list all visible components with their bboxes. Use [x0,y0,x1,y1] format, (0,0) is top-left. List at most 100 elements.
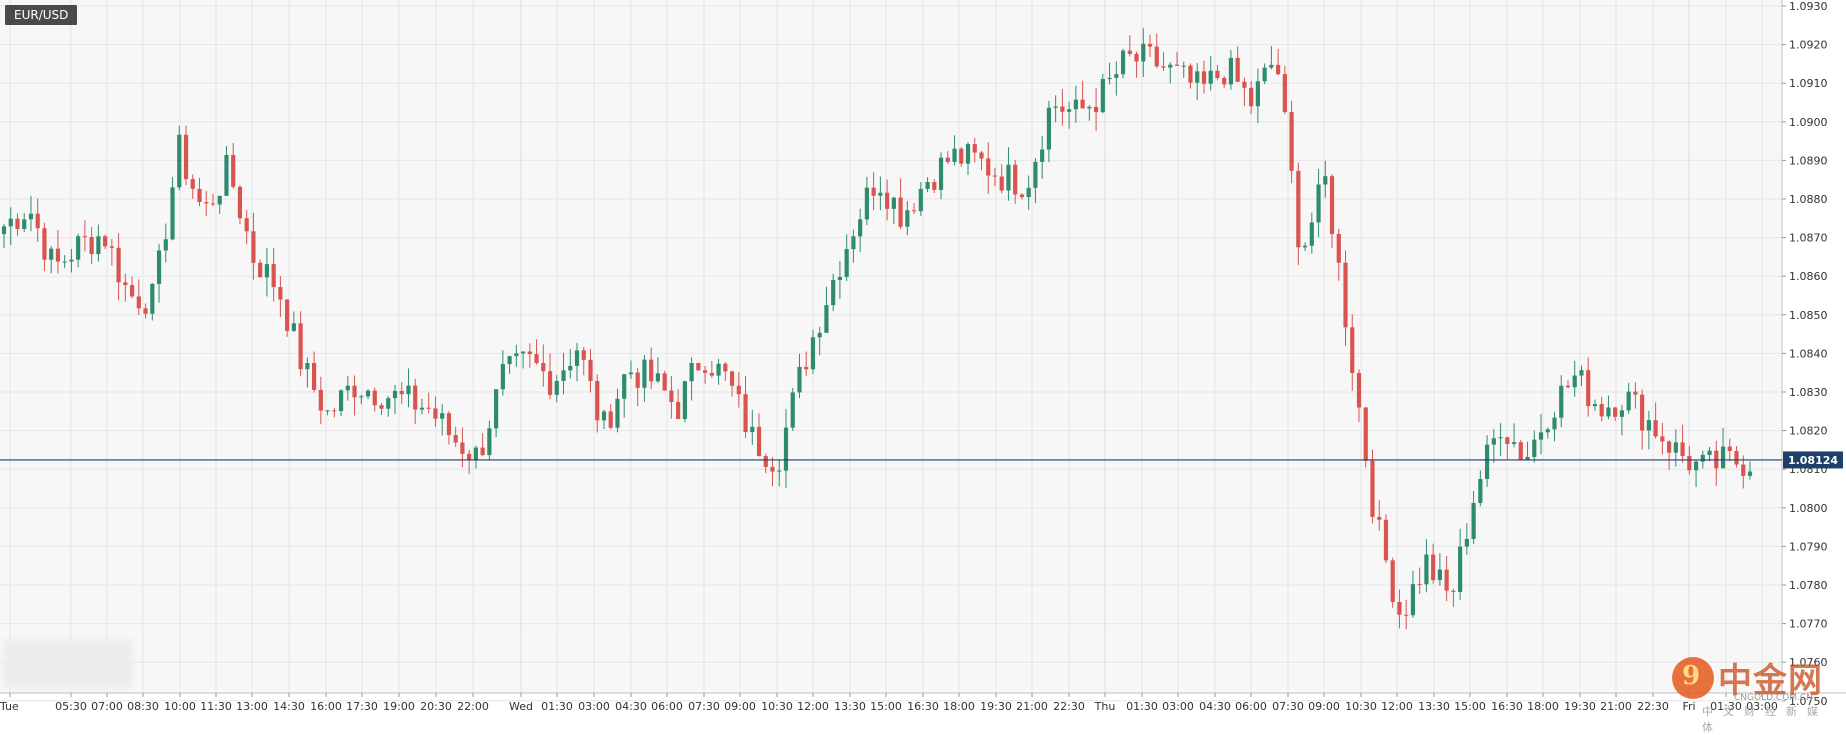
candle[interactable] [864,176,869,226]
candle[interactable] [258,259,263,278]
candle[interactable] [1511,423,1517,448]
candle[interactable] [1525,441,1530,461]
candle[interactable] [372,387,377,412]
candle[interactable] [291,311,296,333]
candle[interactable] [831,273,836,312]
candle[interactable] [1505,436,1510,461]
candle[interactable] [1478,470,1483,507]
candle[interactable] [770,457,775,487]
candle[interactable] [345,376,350,401]
candle[interactable] [338,389,344,417]
candle[interactable] [278,276,283,318]
candle[interactable] [480,433,485,457]
candle[interactable] [1276,48,1281,76]
candle[interactable] [224,146,229,196]
candle[interactable] [109,238,114,266]
candle[interactable] [446,411,452,445]
candle[interactable] [723,361,728,381]
candle[interactable] [1538,413,1544,455]
candle[interactable] [1282,65,1287,115]
candle[interactable] [136,279,141,315]
candle[interactable] [972,137,977,163]
candle[interactable] [406,368,411,408]
candle[interactable] [177,125,182,191]
candle[interactable] [1660,422,1665,455]
candle[interactable] [601,409,607,429]
candle[interactable] [871,172,876,211]
candle[interactable] [682,380,687,423]
candle[interactable] [453,426,458,447]
candle[interactable] [716,358,721,385]
candle[interactable] [298,311,303,377]
candle[interactable] [743,375,748,438]
candle[interactable] [82,220,87,252]
candle[interactable] [756,413,762,457]
candle[interactable] [1565,380,1571,389]
candle[interactable] [790,387,795,432]
candle[interactable] [49,246,54,274]
candle[interactable] [905,201,910,236]
candle[interactable] [76,233,81,268]
candle[interactable] [938,152,944,200]
candle[interactable] [1215,65,1220,81]
candle[interactable] [1336,228,1341,281]
candle[interactable] [878,176,883,211]
candle[interactable] [433,396,438,428]
candle[interactable] [561,352,566,395]
candle[interactable] [1532,430,1537,463]
candle[interactable] [1518,439,1523,461]
candle[interactable] [1343,250,1348,347]
candle[interactable] [1552,412,1557,442]
candle[interactable] [1417,567,1422,595]
candle[interactable] [1060,88,1065,126]
candle[interactable] [123,273,128,302]
candle[interactable] [1437,553,1442,586]
candle[interactable] [500,350,505,396]
candle[interactable] [1458,528,1463,600]
candle[interactable] [1592,399,1598,411]
candle[interactable] [1356,369,1362,423]
candle[interactable] [952,135,957,166]
candle[interactable] [231,143,236,189]
candle[interactable] [541,344,546,387]
candle[interactable] [1599,396,1604,422]
candle[interactable] [1141,28,1146,77]
candle[interactable] [1168,62,1173,84]
candle[interactable] [574,342,580,382]
candle[interactable] [467,449,472,475]
candle[interactable] [1464,523,1469,555]
candle[interactable] [1741,455,1746,489]
candle[interactable] [1316,168,1321,238]
candle[interactable] [736,372,741,408]
candle[interactable] [1040,135,1045,179]
candle[interactable] [1073,85,1078,123]
candle[interactable] [1471,490,1476,544]
candle[interactable] [1747,461,1753,480]
candle[interactable] [1094,88,1099,132]
candle[interactable] [595,374,600,433]
candle[interactable] [392,384,398,414]
candle[interactable] [824,286,829,333]
candle[interactable] [1720,427,1726,469]
candle[interactable] [264,247,270,297]
candle[interactable] [1545,427,1550,439]
candle[interactable] [669,376,674,419]
candle[interactable] [237,185,243,225]
candle[interactable] [763,453,768,474]
candle[interactable] [1619,405,1625,436]
candle[interactable] [365,389,371,400]
candle[interactable] [204,190,209,217]
candle[interactable] [844,234,849,281]
candle[interactable] [1559,375,1564,428]
candle[interactable] [1653,402,1658,439]
candle[interactable] [696,362,701,371]
candle[interactable] [911,202,917,214]
candle[interactable] [1390,557,1395,608]
candle[interactable] [1100,73,1105,114]
candle[interactable] [797,353,802,399]
candle[interactable] [1613,406,1618,421]
candle[interactable] [1370,449,1375,524]
candle[interactable] [1606,395,1611,420]
candle[interactable] [1235,46,1240,82]
candle[interactable] [1255,68,1260,124]
